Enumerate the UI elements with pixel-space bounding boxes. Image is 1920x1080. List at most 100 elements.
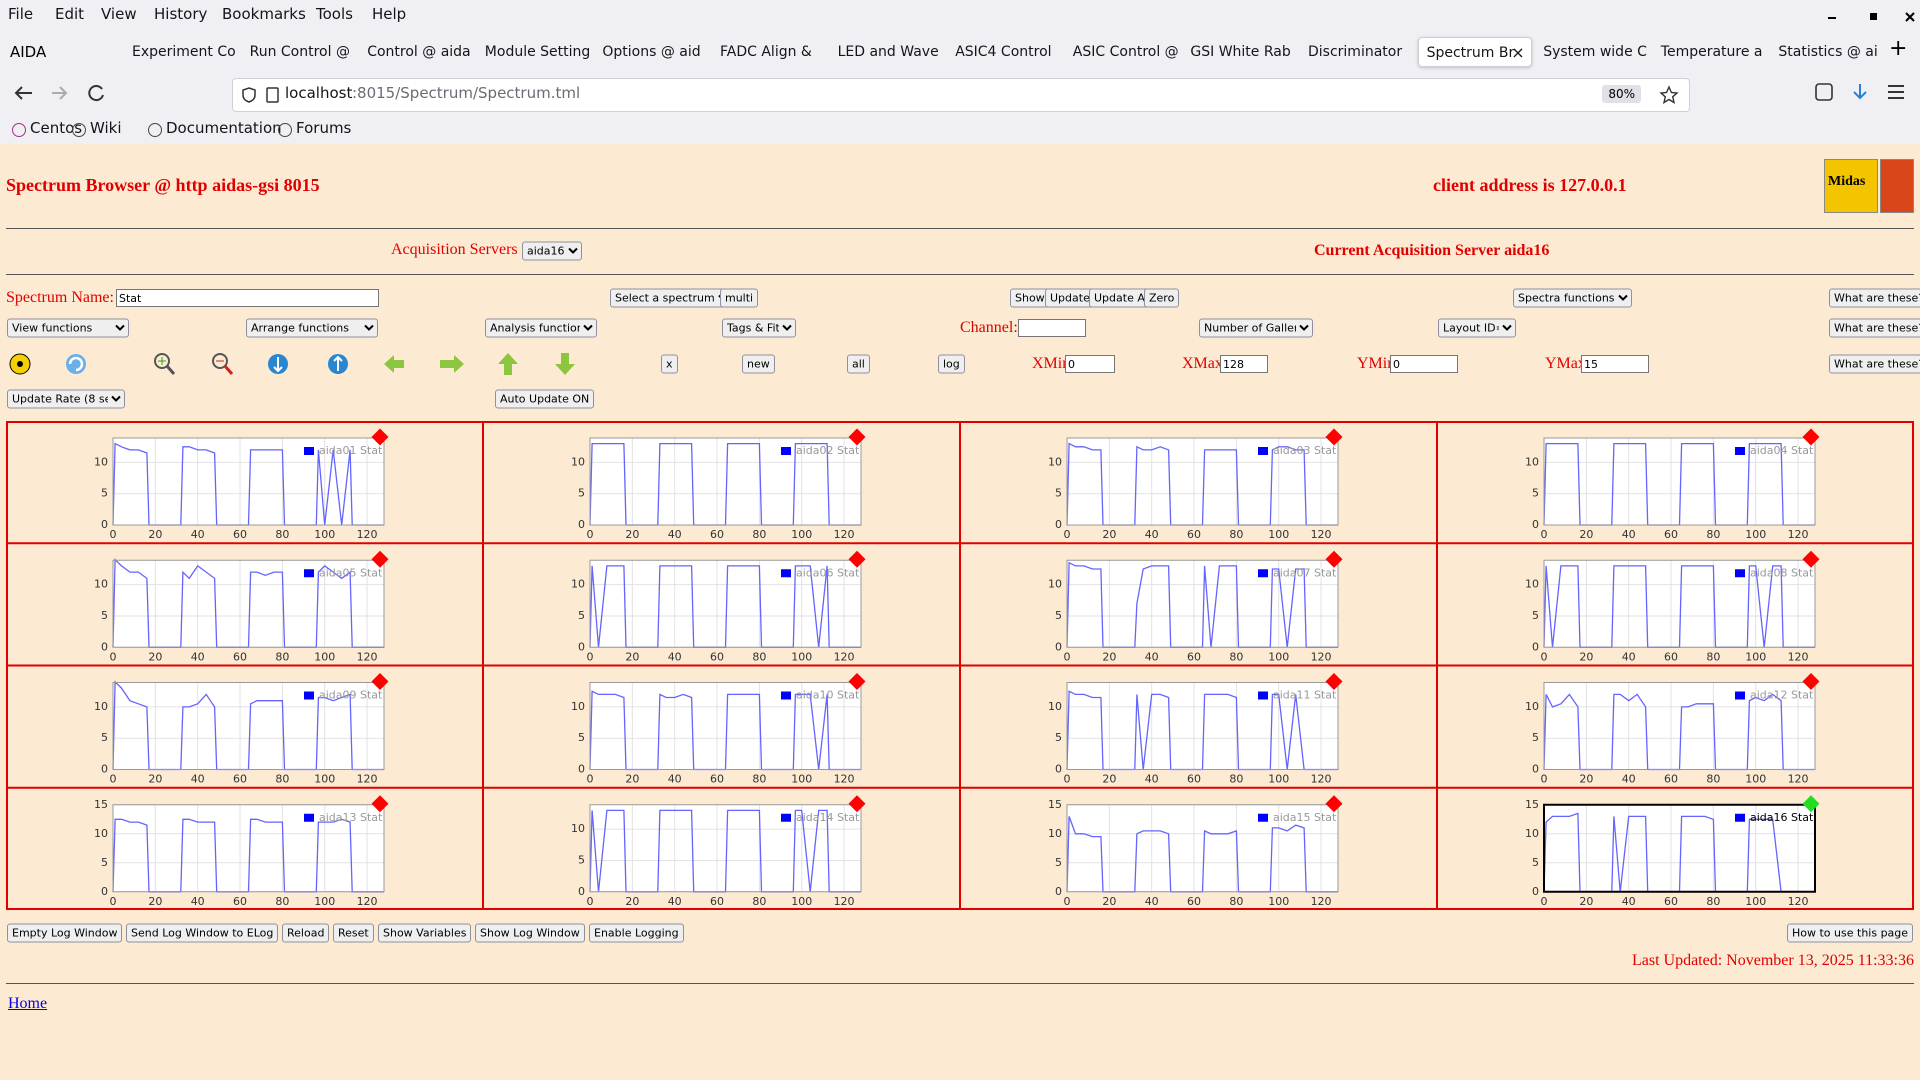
x-tick-label: 80 bbox=[1706, 650, 1720, 663]
icon[interactable] bbox=[66, 354, 86, 374]
menu-item[interactable]: Help bbox=[372, 5, 406, 23]
new-tab[interactable]: + bbox=[1889, 36, 1907, 61]
tab[interactable]: Experiment Co bbox=[124, 37, 238, 67]
tab[interactable]: Spectrum Br× bbox=[1418, 37, 1532, 67]
icon[interactable] bbox=[384, 355, 404, 373]
home-link[interactable]: Home bbox=[8, 995, 47, 1013]
tab-close[interactable]: × bbox=[1511, 38, 1524, 67]
tab[interactable]: System wide C bbox=[1535, 37, 1649, 67]
tab[interactable]: Discriminator c bbox=[1300, 37, 1414, 67]
pinned-tab[interactable]: AIDA bbox=[10, 38, 46, 66]
icon[interactable] bbox=[328, 354, 348, 374]
icon[interactable] bbox=[268, 354, 288, 374]
tab[interactable]: GSI White Rab bbox=[1182, 37, 1296, 67]
maximize[interactable] bbox=[1870, 13, 1877, 20]
bookmark[interactable]: Forums bbox=[296, 119, 351, 137]
tab[interactable]: Statistics @ ai bbox=[1770, 37, 1884, 67]
icon[interactable] bbox=[10, 354, 30, 374]
bookmark[interactable]: Documentation bbox=[166, 119, 282, 137]
y-tick-label: 10 bbox=[1525, 578, 1539, 591]
dropdown[interactable]: View functions bbox=[7, 319, 129, 338]
dropdown[interactable]: Arrange functions bbox=[246, 319, 378, 338]
legend-label: aida05 Stat bbox=[319, 566, 383, 579]
tab[interactable]: ASIC4 Control bbox=[947, 37, 1061, 67]
button[interactable]: new bbox=[742, 355, 775, 374]
tab[interactable]: Options @ aid bbox=[594, 37, 708, 67]
text-input[interactable] bbox=[1220, 355, 1268, 373]
button[interactable]: Send Log Window to ELog bbox=[126, 924, 278, 943]
x-tick-label: 120 bbox=[1311, 650, 1332, 663]
text-input[interactable] bbox=[1581, 355, 1649, 373]
x-tick-label: 60 bbox=[1664, 895, 1678, 908]
button[interactable]: x bbox=[661, 355, 678, 374]
button[interactable]: Enable Logging bbox=[589, 924, 684, 943]
y-tick-label: 5 bbox=[101, 609, 108, 622]
button[interactable]: Reset bbox=[333, 924, 374, 943]
forward-button[interactable] bbox=[52, 87, 66, 99]
tab[interactable]: ASIC Control @ bbox=[1065, 37, 1179, 67]
button[interactable]: Show Log Window bbox=[475, 924, 585, 943]
tab[interactable]: Temperature a bbox=[1653, 37, 1767, 67]
icon[interactable] bbox=[440, 355, 464, 373]
dropdown[interactable]: Update Rate (8 secs) bbox=[7, 390, 125, 409]
button[interactable]: Empty Log Window bbox=[7, 924, 122, 943]
dropdown[interactable]: Select a spectrum bbox=[610, 289, 732, 308]
button[interactable]: all bbox=[847, 355, 870, 374]
menu-button[interactable] bbox=[1888, 86, 1904, 98]
tab[interactable]: Module Setting bbox=[477, 37, 591, 67]
tab[interactable]: Run Control @ bbox=[242, 37, 356, 67]
bookmark[interactable]: Wiki bbox=[90, 119, 122, 137]
dropdown[interactable]: Number of Galleries bbox=[1199, 319, 1313, 338]
x-tick-label: 80 bbox=[275, 773, 289, 786]
y-tick-label: 0 bbox=[1055, 640, 1062, 653]
acq-label: Acquisition Servers bbox=[391, 241, 518, 259]
icon[interactable] bbox=[213, 354, 232, 374]
menu-item[interactable]: Bookmarks bbox=[222, 5, 306, 23]
button[interactable]: log bbox=[938, 355, 965, 374]
x-tick-label: 80 bbox=[1706, 895, 1720, 908]
button[interactable]: Show bbox=[1010, 289, 1050, 308]
button[interactable]: multi bbox=[720, 289, 758, 308]
close[interactable] bbox=[1906, 13, 1914, 21]
menu-item[interactable]: History bbox=[154, 5, 207, 23]
dropdown[interactable]: Spectra functions bbox=[1513, 289, 1632, 308]
icon[interactable] bbox=[555, 353, 575, 375]
dropdown[interactable]: Layout ID=2 bbox=[1438, 319, 1516, 338]
menu-item[interactable]: Tools bbox=[316, 5, 353, 23]
acq-select[interactable]: aida16 bbox=[522, 242, 582, 261]
button[interactable]: Auto Update ON bbox=[495, 390, 594, 409]
button[interactable]: Zero bbox=[1144, 289, 1179, 308]
menu-item[interactable]: View bbox=[101, 5, 137, 23]
button[interactable]: What are these? bbox=[1829, 319, 1920, 338]
dropdown[interactable]: Tags & Fits bbox=[722, 319, 796, 338]
reload-button[interactable] bbox=[89, 86, 103, 100]
button[interactable]: Update bbox=[1045, 289, 1095, 308]
text-input[interactable] bbox=[1065, 355, 1115, 373]
dropdown[interactable]: Analysis functions bbox=[485, 319, 597, 338]
text-input[interactable] bbox=[1390, 355, 1458, 373]
back-button[interactable] bbox=[16, 87, 32, 99]
menu-item[interactable]: File bbox=[8, 5, 33, 23]
x-tick-label: 60 bbox=[710, 895, 724, 908]
x-tick-label: 0 bbox=[110, 528, 117, 541]
tab[interactable]: Control @ aida bbox=[359, 37, 473, 67]
icon[interactable] bbox=[155, 354, 174, 374]
button[interactable]: Show Variables bbox=[378, 924, 471, 943]
channel-input[interactable] bbox=[1018, 319, 1086, 337]
text-input[interactable] bbox=[116, 289, 379, 307]
current-server: Current Acquisition Server aida16 bbox=[1314, 242, 1549, 260]
button[interactable]: Reload bbox=[282, 924, 329, 943]
tab[interactable]: LED and Wave bbox=[830, 37, 944, 67]
y-tick-label: 5 bbox=[578, 731, 585, 744]
x-tick-label: 0 bbox=[587, 773, 594, 786]
y-tick-label: 10 bbox=[571, 700, 585, 713]
legend-label: aida04 Stat bbox=[1750, 444, 1814, 457]
pocket-button[interactable] bbox=[1816, 84, 1832, 100]
button[interactable]: How to use this page bbox=[1787, 924, 1913, 943]
button[interactable]: What are these? bbox=[1829, 355, 1920, 374]
menu-item[interactable]: Edit bbox=[55, 5, 84, 23]
button[interactable]: What are these? bbox=[1829, 289, 1920, 308]
tab[interactable]: FADC Align & C bbox=[712, 37, 826, 67]
downloads-button[interactable] bbox=[1854, 84, 1866, 98]
icon[interactable] bbox=[498, 353, 518, 375]
